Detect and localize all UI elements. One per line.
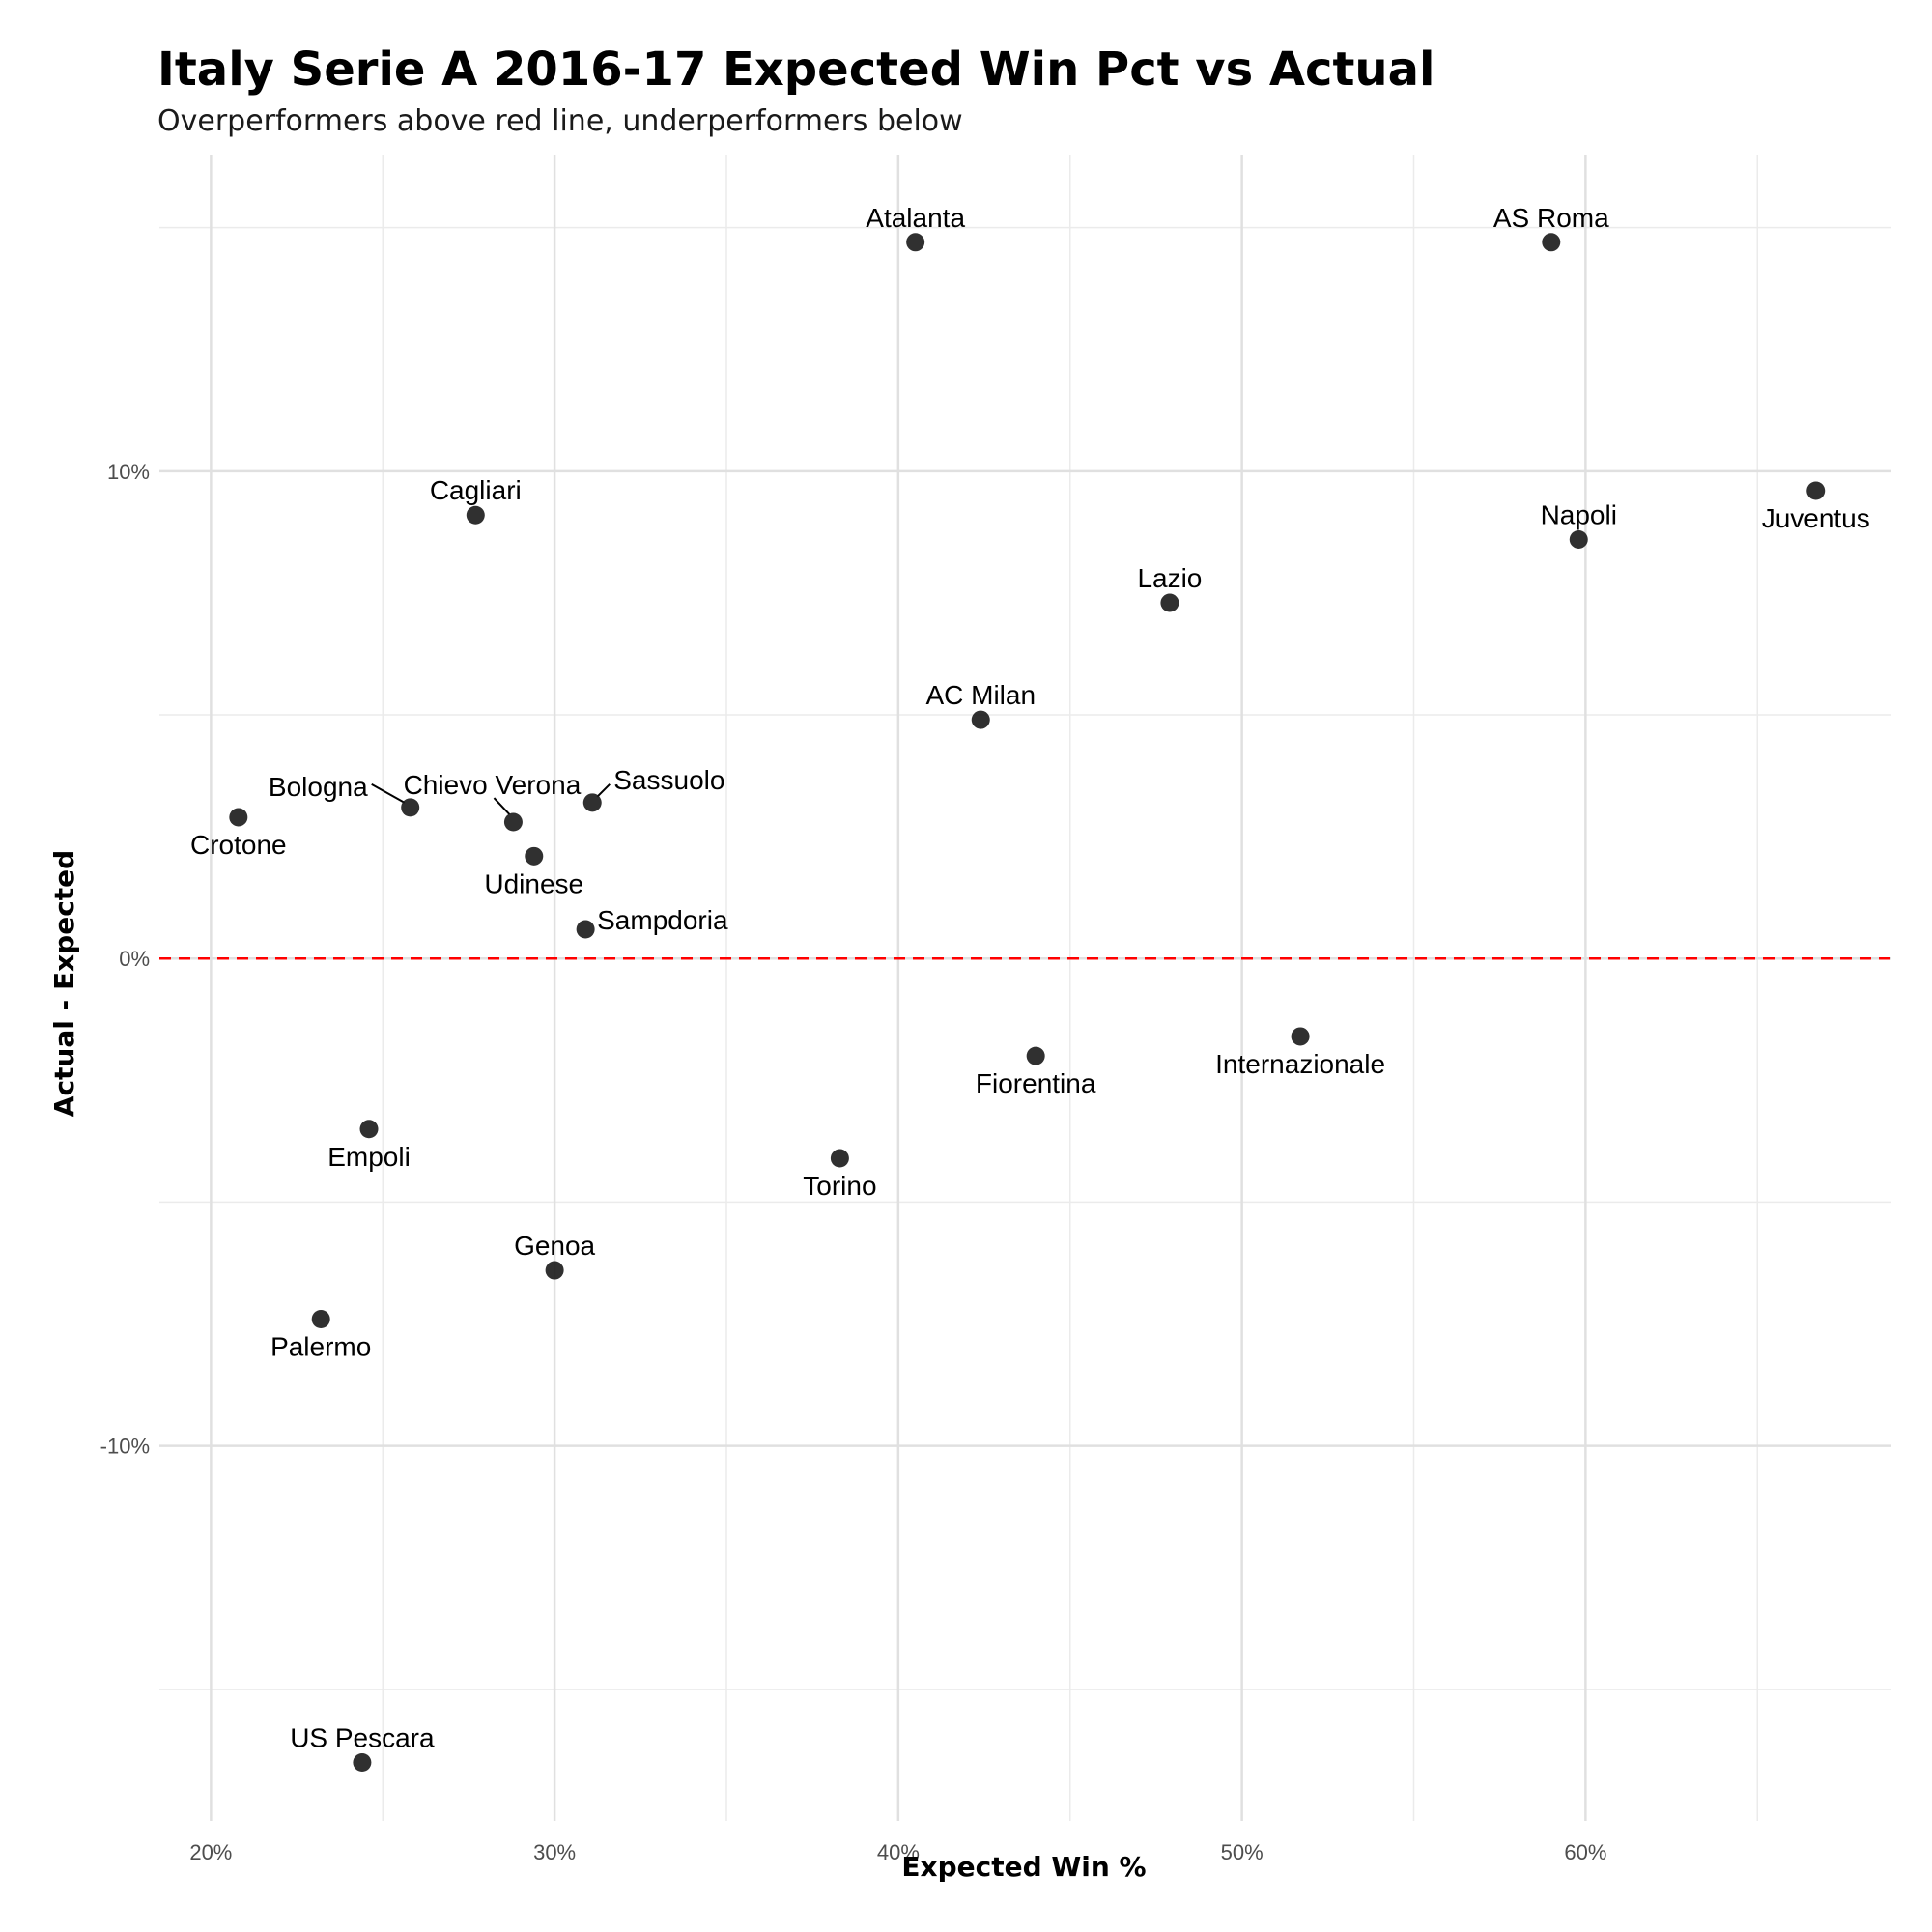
data-points xyxy=(229,233,1826,1772)
data-point xyxy=(466,505,485,525)
data-point xyxy=(545,1261,564,1280)
label-leader-line xyxy=(596,783,611,798)
tick-labels: 20% 30% 40% 50% 60% -10% 0% 10% xyxy=(100,460,1607,1864)
data-point xyxy=(503,812,523,832)
x-tick-label: 40% xyxy=(877,1840,920,1864)
point-labels: Atalanta AS Roma Juventus Napoli Cagliari Laz… xyxy=(190,203,1870,1753)
point-label: Empoli xyxy=(327,1142,411,1172)
point-label: Crotone xyxy=(190,830,287,860)
data-point xyxy=(1026,1046,1045,1065)
y-tick-label: 0% xyxy=(119,947,150,971)
label-leaders xyxy=(371,783,611,815)
data-point xyxy=(582,793,602,812)
data-point xyxy=(229,808,248,827)
point-label: Sampdoria xyxy=(597,905,728,935)
y-tick-label: 10% xyxy=(107,460,150,484)
data-point xyxy=(401,798,420,817)
point-label: Juventus xyxy=(1762,503,1870,533)
data-point xyxy=(311,1309,330,1328)
x-axis-title: Expected Win % xyxy=(901,1851,1146,1883)
x-tick-label: 30% xyxy=(533,1840,576,1864)
point-label: Cagliari xyxy=(430,475,522,505)
point-label: Lazio xyxy=(1137,563,1202,593)
data-point xyxy=(1542,233,1561,252)
data-point xyxy=(525,846,544,866)
data-point xyxy=(1291,1027,1310,1046)
y-tick-label: -10% xyxy=(100,1435,150,1459)
point-label: US Pescara xyxy=(290,1722,435,1752)
data-point xyxy=(1160,593,1179,612)
point-label: AC Milan xyxy=(925,680,1036,710)
data-point xyxy=(576,920,595,939)
point-label: Chievo Verona xyxy=(404,770,582,800)
x-tick-label: 20% xyxy=(189,1840,232,1864)
chart-title: Italy Serie A 2016-17 Expected Win Pct v… xyxy=(157,43,1435,97)
point-label: AS Roma xyxy=(1493,203,1609,233)
data-point xyxy=(359,1120,379,1139)
label-leader-line xyxy=(371,783,406,804)
point-label: Atalanta xyxy=(866,203,965,233)
label-leader-line xyxy=(493,797,511,815)
point-label: Udinese xyxy=(484,868,583,898)
y-axis-title: Actual - Expected xyxy=(48,850,80,1117)
data-point xyxy=(830,1149,849,1168)
point-label: Torino xyxy=(803,1171,876,1201)
data-point xyxy=(971,710,990,729)
grid-lines xyxy=(159,155,1891,1821)
point-label: Fiorentina xyxy=(976,1068,1096,1098)
point-label: Bologna xyxy=(269,772,368,802)
data-point xyxy=(906,233,925,252)
data-point xyxy=(1569,529,1588,549)
point-label: Napoli xyxy=(1541,499,1617,529)
chart-subtitle: Overperformers above red line, underperf… xyxy=(157,104,963,138)
point-label: Sassuolo xyxy=(613,765,724,795)
data-point xyxy=(353,1752,372,1772)
point-label: Genoa xyxy=(514,1231,595,1261)
x-tick-label: 50% xyxy=(1221,1840,1264,1864)
x-tick-label: 60% xyxy=(1564,1840,1606,1864)
point-label: Palermo xyxy=(270,1331,371,1361)
data-point xyxy=(1806,481,1826,500)
point-label: Internazionale xyxy=(1215,1049,1385,1079)
